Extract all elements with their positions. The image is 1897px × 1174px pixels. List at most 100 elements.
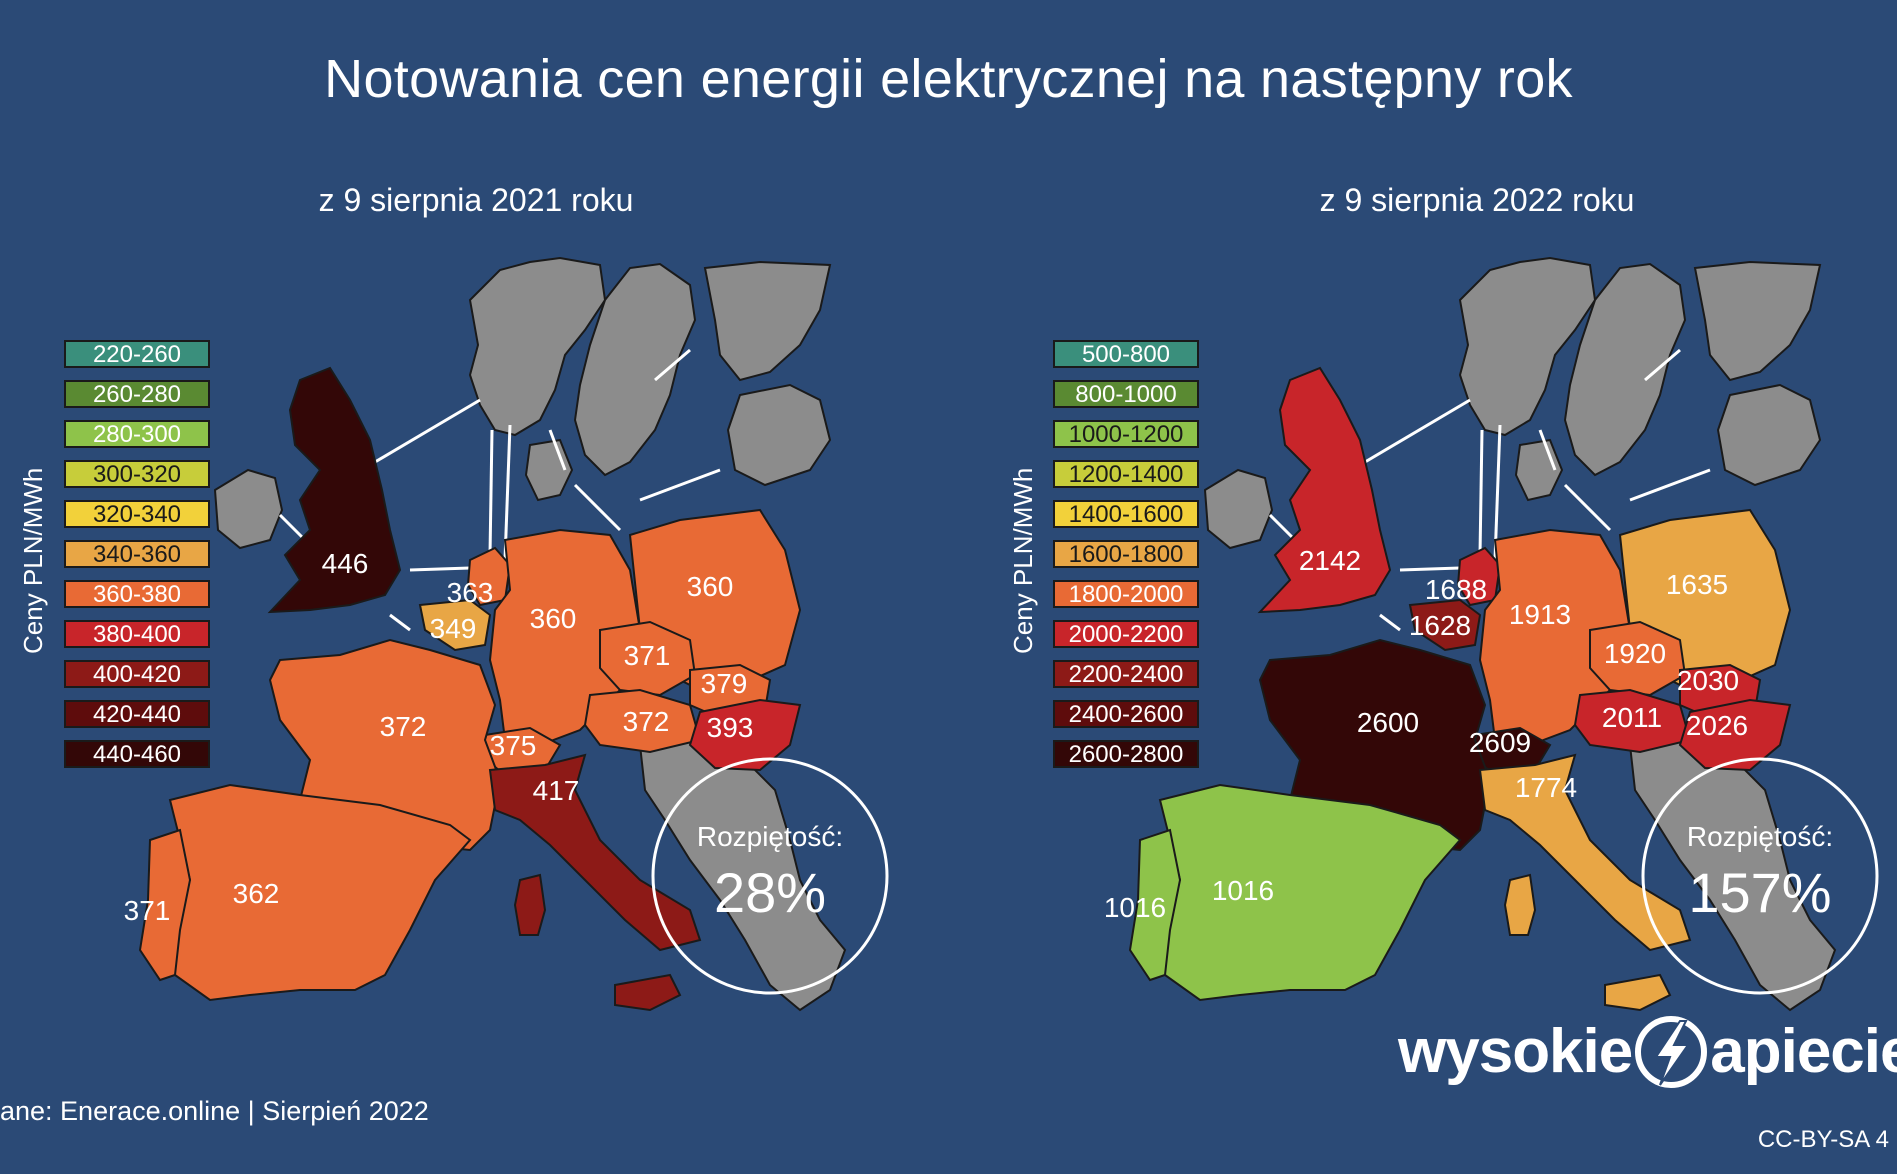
norway (468, 256, 607, 437)
sweden (1563, 262, 1687, 477)
countries (1128, 366, 1792, 1012)
denmark (1514, 438, 1564, 502)
country-pt (1128, 828, 1182, 982)
country-it-sicily (614, 973, 682, 1012)
spread-label: Rozpiętość: (1687, 821, 1833, 852)
legend-axis-label: Ceny PLN/MWh (18, 467, 48, 654)
legend-item: 380-400 (64, 620, 210, 648)
interconnectors (278, 348, 721, 632)
legend-item: 2600-2800 (1053, 740, 1199, 768)
price-hu: 2026 (1686, 710, 1748, 741)
ireland (1203, 468, 1274, 550)
country-it-sardinia (513, 873, 547, 936)
country-at (1573, 688, 1692, 754)
legend-axis-label: Ceny PLN/MWh (1008, 467, 1038, 654)
country-es (1153, 783, 1462, 1002)
logo-text-left: wysokie (1398, 1017, 1633, 1087)
legend-item: 420-440 (64, 700, 210, 728)
countries (138, 366, 802, 1012)
legend-item: 1000-1200 (1053, 420, 1199, 448)
country-it-sicily (1604, 973, 1672, 1012)
legend-item: 1200-1400 (1053, 460, 1199, 488)
price-ch: 375 (490, 730, 537, 761)
legend-item: 360-380 (64, 580, 210, 608)
brand-logo: wysokie apiecie. (1398, 1012, 1897, 1089)
spread-badge: Rozpiętość: 157% (1641, 757, 1879, 995)
price-labels: 2142 1688 1628 1913 1635 1920 2030 2011 … (1104, 545, 1748, 923)
legend-item: 1800-2000 (1053, 580, 1199, 608)
country-cz (599, 620, 697, 697)
price-pl: 360 (687, 571, 734, 602)
baltics (1716, 383, 1822, 487)
country-hu (688, 698, 802, 772)
source-note: ane: Enerace.online | Sierpień 2022 (0, 1096, 429, 1126)
left-map-subtitle: z 9 sierpnia 2021 roku (318, 182, 634, 218)
country-be (1408, 598, 1482, 652)
map-2021: 446 363 349 360 360 371 379 372 393 375 … (124, 256, 889, 1012)
country-it (488, 753, 702, 952)
legend-item: 320-340 (64, 500, 210, 528)
price-de: 360 (530, 603, 577, 634)
legend-2022: 500-800 800-1000 1000-1200 1200-1400 140… (1053, 340, 1199, 780)
price-it: 1774 (1515, 772, 1577, 803)
legend-item: 500-800 (1053, 340, 1199, 368)
legend-item: 1400-1600 (1053, 500, 1199, 528)
balkans (1628, 733, 1837, 1012)
legend-item: 220-260 (64, 340, 210, 368)
legend-item: 1600-1800 (1053, 540, 1199, 568)
price-gb: 2142 (1299, 545, 1361, 576)
country-hu (1678, 698, 1792, 772)
logo-text-right: apiecie. (1710, 1017, 1897, 1087)
spread-value: 28% (714, 861, 826, 924)
price-sk: 2030 (1677, 665, 1739, 696)
finland (1693, 260, 1822, 382)
price-nl: 363 (447, 577, 494, 608)
spread-label: Rozpiętość: (697, 821, 843, 852)
price-cz: 371 (624, 640, 671, 671)
price-hu: 393 (707, 712, 754, 743)
sweden (573, 262, 697, 477)
price-it: 417 (533, 775, 580, 806)
page-title: Notowania cen energii elektrycznej na na… (324, 49, 1573, 109)
price-be: 349 (430, 613, 477, 644)
legend-item: 340-360 (64, 540, 210, 568)
price-es: 362 (233, 878, 280, 909)
right-map-subtitle: z 9 sierpnia 2022 roku (1319, 182, 1635, 218)
country-de (1478, 528, 1632, 747)
legend-item: 400-420 (64, 660, 210, 688)
country-cz (1589, 620, 1687, 697)
price-sk: 379 (701, 668, 748, 699)
price-pt: 1016 (1104, 892, 1166, 923)
interconnectors (1268, 348, 1711, 632)
country-de (488, 528, 642, 747)
country-be (418, 598, 492, 652)
legend-item: 2400-2600 (1053, 700, 1199, 728)
spread-badge: Rozpiętość: 28% (651, 757, 889, 995)
price-ch: 2609 (1469, 727, 1531, 758)
spread-value: 157% (1688, 861, 1831, 924)
grey-countries (1203, 256, 1837, 1012)
legend-item: 440-460 (64, 740, 210, 768)
legend-2021: 220-260 260-280 280-300 300-320 320-340 … (64, 340, 210, 780)
license-note: CC-BY-SA 4 (1757, 1126, 1889, 1153)
price-fr: 372 (380, 711, 427, 742)
country-at (583, 688, 702, 754)
country-it (1478, 753, 1692, 952)
price-be: 1628 (1409, 610, 1471, 641)
legend-item: 2200-2400 (1053, 660, 1199, 688)
price-pt: 371 (124, 895, 171, 926)
country-gb (267, 366, 402, 614)
country-pt (138, 828, 192, 982)
price-cz: 1920 (1604, 638, 1666, 669)
price-es: 1016 (1212, 875, 1274, 906)
legend-item: 2000-2200 (1053, 620, 1199, 648)
price-nl: 1688 (1425, 574, 1487, 605)
norway (1458, 256, 1597, 437)
legend-item: 280-300 (64, 420, 210, 448)
country-it-sardinia (1503, 873, 1537, 936)
balkans (638, 733, 847, 1012)
price-at: 372 (623, 706, 670, 737)
price-gb: 446 (322, 548, 369, 579)
country-gb (1257, 366, 1392, 614)
